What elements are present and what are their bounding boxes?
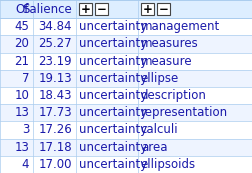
Bar bbox=[137, 139, 252, 156]
Text: 45: 45 bbox=[14, 20, 29, 33]
Bar bbox=[76, 121, 137, 139]
Text: 23.19: 23.19 bbox=[38, 55, 72, 68]
Text: Of: Of bbox=[16, 3, 29, 16]
Bar bbox=[0, 87, 33, 104]
Text: 34.84: 34.84 bbox=[38, 20, 72, 33]
Text: uncertainty: uncertainty bbox=[79, 141, 146, 154]
Text: 17.73: 17.73 bbox=[38, 106, 72, 119]
Text: −: − bbox=[158, 3, 168, 16]
Text: uncertainty: uncertainty bbox=[79, 106, 146, 119]
Text: 25.27: 25.27 bbox=[38, 38, 72, 51]
Text: 7: 7 bbox=[21, 72, 29, 85]
Bar bbox=[33, 70, 76, 87]
Bar bbox=[33, 53, 76, 70]
Bar bbox=[156, 3, 169, 15]
Text: representation: representation bbox=[140, 106, 227, 119]
Bar bbox=[140, 3, 153, 15]
Bar bbox=[137, 18, 252, 35]
Bar bbox=[0, 156, 33, 173]
Text: management: management bbox=[140, 20, 219, 33]
Text: 3: 3 bbox=[22, 124, 29, 136]
Text: 17.18: 17.18 bbox=[38, 141, 72, 154]
Bar bbox=[76, 18, 137, 35]
Text: 20: 20 bbox=[14, 38, 29, 51]
Bar bbox=[0, 121, 33, 139]
Text: area: area bbox=[140, 141, 167, 154]
Text: uncertainty: uncertainty bbox=[79, 55, 146, 68]
Text: 17.00: 17.00 bbox=[38, 158, 72, 171]
Bar bbox=[76, 156, 137, 173]
Text: 21: 21 bbox=[14, 55, 29, 68]
Text: 13: 13 bbox=[14, 141, 29, 154]
Text: ellipsoids: ellipsoids bbox=[140, 158, 195, 171]
Bar bbox=[76, 35, 137, 53]
Text: 10: 10 bbox=[14, 89, 29, 102]
Bar bbox=[0, 139, 33, 156]
Text: 17.26: 17.26 bbox=[38, 124, 72, 136]
Bar bbox=[33, 104, 76, 121]
Bar bbox=[76, 53, 137, 70]
Text: calculi: calculi bbox=[140, 124, 178, 136]
Text: +: + bbox=[142, 3, 152, 16]
Text: uncertainty: uncertainty bbox=[79, 72, 146, 85]
Text: +: + bbox=[80, 3, 90, 16]
Bar bbox=[95, 3, 108, 15]
Text: 4: 4 bbox=[21, 158, 29, 171]
Bar bbox=[33, 139, 76, 156]
Text: uncertainty: uncertainty bbox=[79, 38, 146, 51]
Bar bbox=[76, 0, 137, 18]
Bar bbox=[137, 70, 252, 87]
Bar bbox=[76, 70, 137, 87]
Text: measure: measure bbox=[140, 55, 192, 68]
Bar bbox=[33, 0, 76, 18]
Bar bbox=[33, 156, 76, 173]
Text: 13: 13 bbox=[14, 106, 29, 119]
Text: 19.13: 19.13 bbox=[38, 72, 72, 85]
Text: description: description bbox=[140, 89, 206, 102]
Bar bbox=[76, 139, 137, 156]
Bar bbox=[137, 53, 252, 70]
Text: ellipse: ellipse bbox=[140, 72, 178, 85]
Bar bbox=[33, 18, 76, 35]
Bar bbox=[0, 35, 33, 53]
Bar bbox=[33, 121, 76, 139]
Text: uncertainty: uncertainty bbox=[79, 124, 146, 136]
Bar bbox=[137, 87, 252, 104]
Bar bbox=[137, 0, 252, 18]
Text: 18.43: 18.43 bbox=[38, 89, 72, 102]
Bar bbox=[137, 35, 252, 53]
Text: −: − bbox=[96, 3, 106, 16]
Bar bbox=[33, 87, 76, 104]
Bar bbox=[76, 87, 137, 104]
Bar bbox=[0, 104, 33, 121]
Bar bbox=[33, 35, 76, 53]
Text: uncertainty: uncertainty bbox=[79, 158, 146, 171]
Text: uncertainty: uncertainty bbox=[79, 20, 146, 33]
Text: uncertainty: uncertainty bbox=[79, 89, 146, 102]
Bar bbox=[0, 53, 33, 70]
Bar bbox=[137, 156, 252, 173]
Bar bbox=[0, 18, 33, 35]
Text: measures: measures bbox=[140, 38, 198, 51]
Bar bbox=[76, 104, 137, 121]
Bar bbox=[79, 3, 92, 15]
Bar bbox=[0, 0, 33, 18]
Text: Salience: Salience bbox=[22, 3, 72, 16]
Bar bbox=[137, 104, 252, 121]
Bar bbox=[0, 70, 33, 87]
Bar bbox=[137, 121, 252, 139]
